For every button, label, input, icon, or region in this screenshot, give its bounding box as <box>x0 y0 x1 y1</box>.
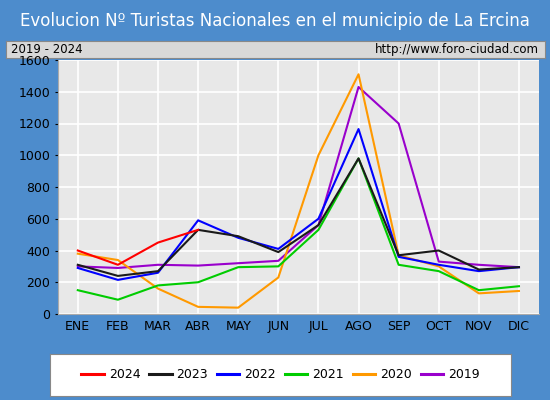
Legend: 2024, 2023, 2022, 2021, 2020, 2019: 2024, 2023, 2022, 2021, 2020, 2019 <box>76 364 485 386</box>
Text: http://www.foro-ciudad.com: http://www.foro-ciudad.com <box>375 43 539 56</box>
Text: Evolucion Nº Turistas Nacionales en el municipio de La Ercina: Evolucion Nº Turistas Nacionales en el m… <box>20 12 530 30</box>
Text: 2019 - 2024: 2019 - 2024 <box>11 43 82 56</box>
